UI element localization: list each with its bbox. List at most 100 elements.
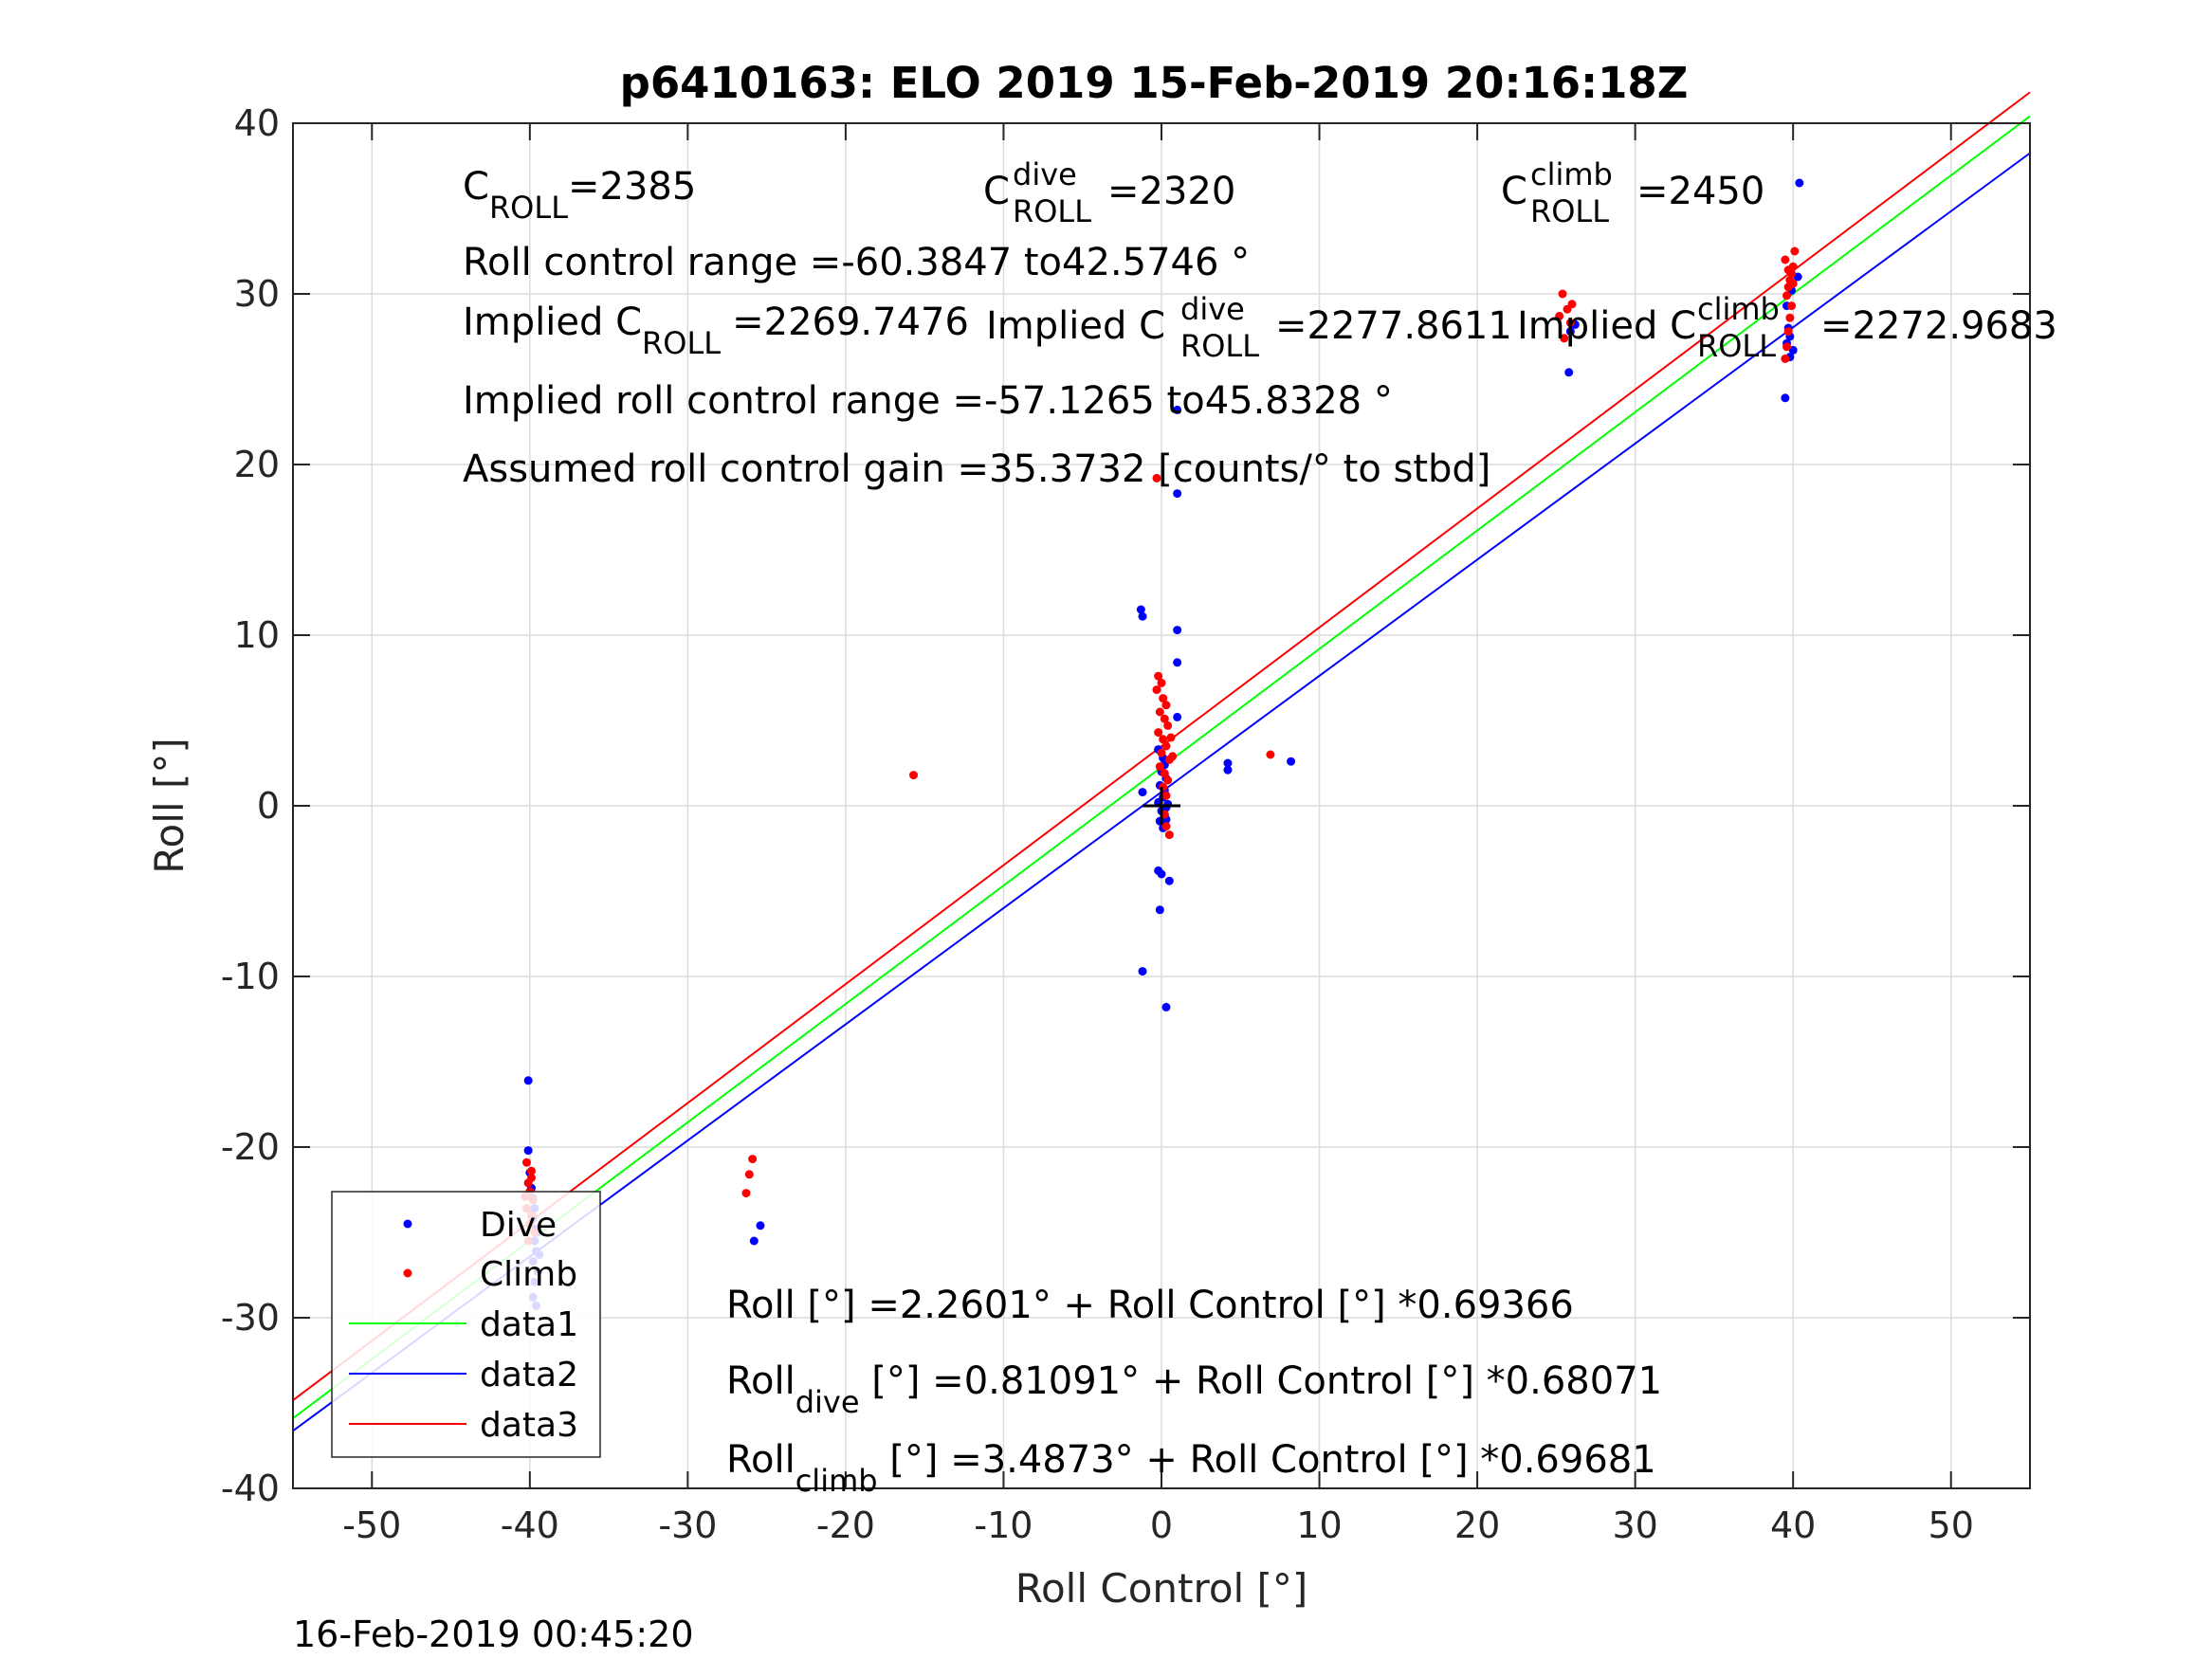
point-climb [521, 1158, 531, 1167]
y-tick-label: 30 [234, 273, 280, 315]
point-climb [1152, 473, 1161, 483]
x-tick-label: -10 [974, 1504, 1033, 1546]
implied-c-roll-dive-sup: dive [1180, 291, 1245, 327]
point-climb [1558, 289, 1567, 299]
point-climb [526, 1166, 536, 1176]
y-tick-label: -40 [221, 1468, 280, 1509]
point-dive [1788, 345, 1798, 355]
y-tick-label: 10 [234, 614, 280, 656]
point-climb [909, 771, 919, 780]
roll-control-range-annotation: Roll control range =-60.3847 to42.5746 ° [463, 241, 1250, 284]
chart-title: p6410163: ELO 2019 15-Feb-2019 20:16:18Z [620, 58, 1689, 108]
y-tick-label: -30 [221, 1297, 280, 1339]
point-dive [1155, 905, 1164, 915]
point-climb [526, 1173, 536, 1182]
c-roll-climb-sub: ROLL [1530, 193, 1609, 229]
fit-all-equation: Roll [°] =2.2601° + Roll Control [°] *0.… [726, 1284, 1574, 1327]
x-tick-label: -20 [816, 1504, 875, 1546]
point-dive [1173, 489, 1182, 499]
point-climb [1155, 762, 1164, 772]
point-climb [1157, 748, 1166, 757]
implied-c-roll-dive-annotation: Implied C [986, 304, 1165, 348]
point-dive [1564, 368, 1574, 377]
point-dive [1173, 658, 1182, 667]
point-dive [523, 1076, 533, 1085]
point-dive [1164, 876, 1174, 885]
y-tick-label: 0 [257, 785, 280, 827]
implied-c-roll-climb-value: =2272.9683 [1820, 304, 2057, 348]
x-tick-label: 20 [1454, 1504, 1500, 1546]
point-climb [748, 1155, 758, 1164]
point-dive [1223, 758, 1233, 768]
fit-line-data3 [292, 91, 2031, 1401]
legend-dive-label: Dive [480, 1206, 557, 1245]
point-climb [1168, 752, 1178, 761]
fit-dive-equation: Rolldive [°] =0.81091° + Roll Control [°… [726, 1359, 1662, 1420]
point-dive [1223, 765, 1233, 775]
implied-c-roll-climb-sup: climb [1697, 291, 1780, 327]
x-tick-label: 30 [1612, 1504, 1657, 1546]
x-tick-label: 0 [1150, 1504, 1173, 1546]
legend-climb-label: Climb [480, 1255, 577, 1294]
point-climb [1781, 255, 1790, 264]
point-climb [1160, 714, 1169, 723]
c-roll-dive-sup: dive [1013, 156, 1077, 192]
legend-data1-label: data1 [480, 1305, 578, 1344]
c-roll-climb-annotation: C [1501, 170, 1527, 213]
origin-cross-marker [1143, 787, 1180, 825]
implied-c-roll-climb-sub: ROLL [1697, 328, 1776, 364]
c-roll-climb-value: =2450 [1636, 170, 1764, 213]
legend-dive-marker [403, 1219, 412, 1229]
point-dive [1781, 393, 1790, 403]
point-climb [1166, 733, 1176, 742]
point-climb [1560, 334, 1569, 343]
implied-c-roll-climb-annotation: Implied C [1517, 304, 1696, 348]
point-climb [1266, 750, 1275, 759]
point-dive [1157, 869, 1166, 879]
legend: Dive Climb data1 data2 data3 [331, 1191, 601, 1458]
point-dive [749, 1236, 759, 1246]
point-climb [1161, 791, 1171, 800]
point-dive [1173, 626, 1182, 635]
y-axis-label: Roll [°] [146, 738, 192, 873]
c-roll-climb-sup: climb [1530, 156, 1613, 192]
point-dive [756, 1221, 765, 1231]
point-climb [1161, 822, 1171, 831]
point-climb [1790, 246, 1800, 256]
x-tick-label: -50 [342, 1504, 401, 1546]
point-dive [1795, 178, 1804, 188]
c-roll-dive-value: =2320 [1107, 170, 1235, 213]
point-dive [1138, 967, 1147, 976]
legend-data2-label: data2 [480, 1356, 578, 1395]
point-climb [1787, 301, 1797, 311]
implied-range-annotation: Implied roll control range =-57.1265 to4… [463, 379, 1393, 423]
y-tick-label: -20 [221, 1126, 280, 1168]
point-climb [1783, 327, 1793, 337]
point-dive [1161, 1002, 1171, 1012]
point-climb [1788, 279, 1798, 288]
x-tick-label: -30 [658, 1504, 717, 1546]
y-tick-label: -10 [221, 956, 280, 997]
point-climb [1164, 830, 1174, 840]
implied-c-roll-dive-sub: ROLL [1180, 328, 1259, 364]
point-climb [1781, 354, 1790, 363]
c-roll-dive-annotation: C [983, 170, 1010, 213]
y-tick-label: 20 [234, 444, 280, 485]
point-dive [1136, 605, 1145, 614]
point-dive [523, 1146, 533, 1156]
point-climb [1782, 291, 1792, 301]
c-roll-annotation: CROLL=2385 [463, 165, 696, 226]
fit-climb-equation: Rollclimb [°] =3.4873° + Roll Control [°… [726, 1438, 1656, 1499]
point-climb [1159, 735, 1168, 744]
point-climb [1783, 265, 1793, 275]
point-climb [1157, 678, 1166, 687]
axis-ticks: -50 -40 -30 -20 -10 0 10 20 30 40 50 -40 -30 -20 -10 0 1… [221, 102, 2030, 1546]
point-climb [1161, 741, 1171, 751]
point-climb [1555, 311, 1564, 320]
implied-c-roll-dive-value: =2277.8611 [1275, 304, 1512, 348]
point-climb [1152, 685, 1161, 695]
plot-timestamp: 16-Feb-2019 00:45:20 [293, 1613, 694, 1655]
point-climb [1163, 720, 1173, 730]
point-climb [744, 1170, 754, 1179]
